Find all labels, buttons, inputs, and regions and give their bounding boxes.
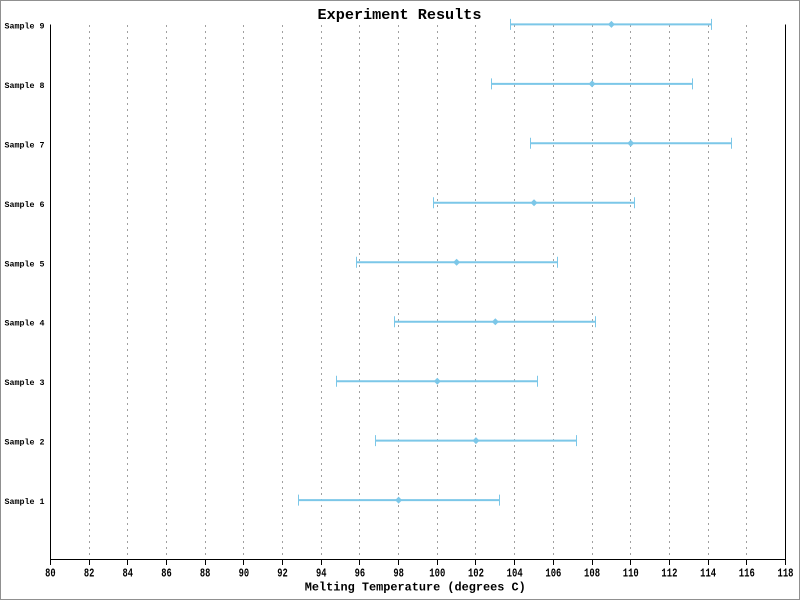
svg-text:114: 114 — [700, 567, 716, 581]
svg-text:Sample 6: Sample 6 — [5, 200, 45, 210]
svg-text:92: 92 — [277, 567, 288, 581]
svg-text:90: 90 — [239, 567, 250, 581]
svg-text:118: 118 — [778, 567, 794, 581]
svg-text:100: 100 — [429, 567, 445, 581]
svg-text:84: 84 — [123, 567, 134, 581]
svg-text:106: 106 — [545, 567, 561, 581]
svg-text:Sample 4: Sample 4 — [5, 319, 45, 329]
svg-text:116: 116 — [739, 567, 755, 581]
svg-text:Sample 5: Sample 5 — [5, 259, 45, 269]
svg-text:Sample 3: Sample 3 — [5, 378, 45, 388]
svg-text:88: 88 — [200, 567, 211, 581]
svg-text:Sample 9: Sample 9 — [5, 21, 45, 31]
svg-text:104: 104 — [507, 567, 523, 581]
svg-text:Experiment Results: Experiment Results — [318, 7, 482, 24]
svg-text:108: 108 — [584, 567, 600, 581]
svg-text:94: 94 — [316, 567, 327, 581]
svg-text:Sample 2: Sample 2 — [5, 438, 45, 448]
svg-text:Sample 8: Sample 8 — [5, 81, 45, 91]
svg-text:102: 102 — [468, 567, 484, 581]
svg-text:86: 86 — [161, 567, 172, 581]
svg-text:82: 82 — [84, 567, 95, 581]
svg-text:Melting Temperature (degrees C: Melting Temperature (degrees C) — [305, 581, 526, 595]
svg-text:80: 80 — [45, 567, 56, 581]
svg-text:98: 98 — [393, 567, 404, 581]
svg-text:Sample 7: Sample 7 — [5, 140, 45, 150]
svg-text:112: 112 — [661, 567, 677, 581]
svg-text:110: 110 — [623, 567, 639, 581]
svg-text:96: 96 — [355, 567, 366, 581]
svg-text:Sample 1: Sample 1 — [5, 497, 45, 507]
